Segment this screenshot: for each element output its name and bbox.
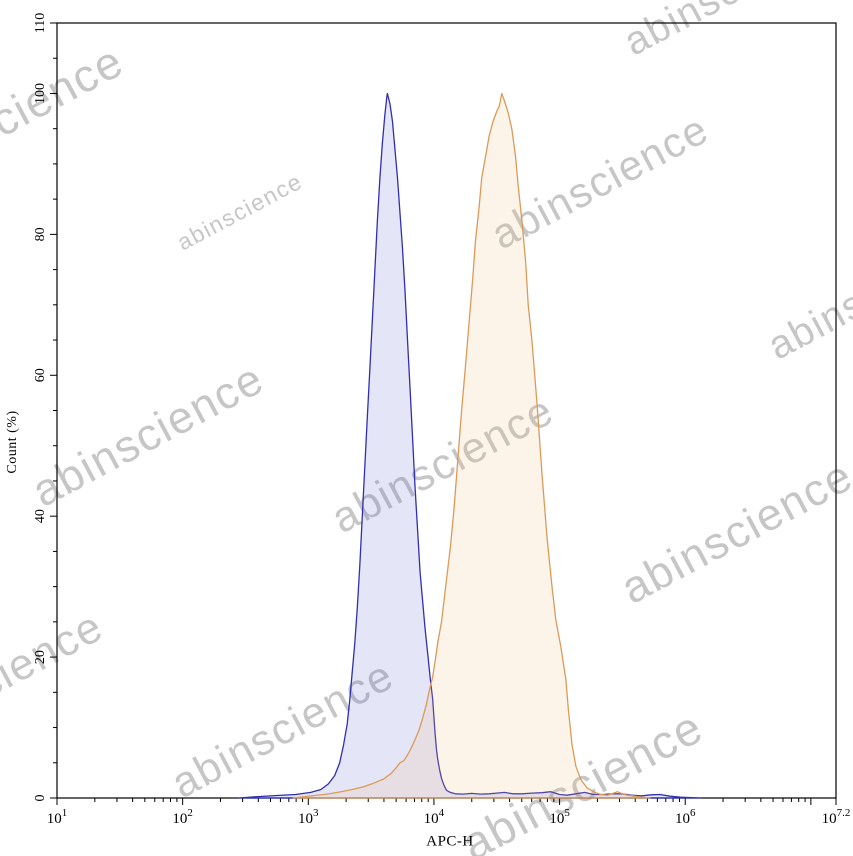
- y-tick-label: 0: [33, 795, 48, 802]
- y-tick-label: 40: [33, 509, 48, 523]
- y-tick-label: 110: [33, 13, 48, 33]
- y-tick-label: 20: [33, 650, 48, 664]
- y-tick-label: 80: [33, 227, 48, 241]
- x-tick-label: 104: [424, 807, 445, 827]
- x-axis-title: APC-H: [426, 833, 474, 850]
- x-tick-label: 107.2: [822, 807, 851, 827]
- y-tick-label: 100: [33, 83, 48, 104]
- x-tick-label: 103: [298, 807, 319, 827]
- x-tick-label: 102: [172, 807, 193, 827]
- x-tick-label: 106: [675, 807, 696, 827]
- orange-histogram: [292, 92, 651, 799]
- x-tick-label: 101: [47, 807, 68, 827]
- y-axis-title: Count (%): [5, 410, 20, 474]
- y-tick-label: 60: [33, 368, 48, 382]
- blue-histogram: [238, 92, 701, 799]
- x-tick-label: 105: [549, 807, 570, 827]
